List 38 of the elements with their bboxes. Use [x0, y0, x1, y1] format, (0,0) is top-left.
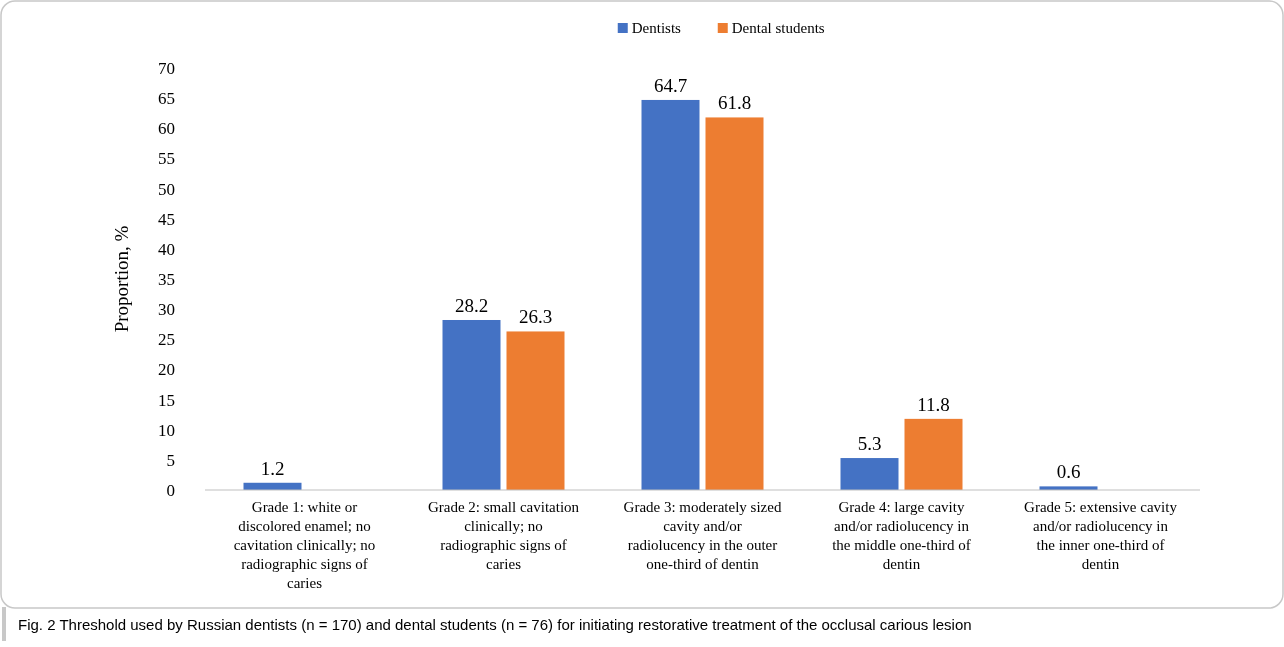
bar	[705, 117, 764, 490]
y-tick-label: 60	[158, 119, 175, 139]
y-tick-label: 55	[158, 149, 175, 169]
caption: Fig. 2 Threshold used by Russian dentists (n = 170) and dental students (n = 76) for initiating restorative treatment of the occlusal carious lesion	[18, 616, 972, 633]
y-tick-label: 35	[158, 270, 175, 289]
y-axis-title: Proportion, %	[111, 225, 132, 333]
y-tick-label: 50	[158, 179, 175, 199]
y-tick-label: 0	[166, 481, 175, 500]
y-tick-label: 65	[158, 89, 175, 109]
y-tick-label: 15	[158, 390, 175, 410]
y-tick-label: 10	[158, 420, 175, 440]
data-label: 1.2	[260, 457, 285, 479]
bar	[506, 331, 565, 490]
y-tick-label: 5	[166, 450, 175, 470]
data-label: 26.3	[518, 306, 553, 328]
x-tick-label: Grade 5: extensive cavity and/or radiolucency in the inner one-third of dentin	[1024, 499, 1178, 572]
bar	[442, 319, 501, 490]
x-tick-label: Grade 4: large cavity and/or radiolucency in the middle one-third of dentin	[832, 499, 971, 572]
x-tick-label: Grade 3: moderately sized cavity and/or radiolucency in the outer one-third of dentin	[623, 499, 782, 572]
bar	[904, 418, 963, 490]
y-tick-label: 40	[158, 239, 175, 259]
x-tick-label: Grade 2: small cavitation clinically; no radiographic signs of caries	[427, 499, 580, 572]
y-tick-label: 45	[158, 209, 175, 229]
y-tick-label: 30	[158, 300, 175, 320]
bar	[840, 458, 899, 490]
data-label: 64.7	[653, 74, 688, 96]
data-label: 5.3	[857, 433, 882, 455]
legend-label: Dental students	[731, 20, 825, 36]
y-tick-label: 25	[158, 330, 175, 350]
data-label: 0.6	[1056, 461, 1081, 483]
y-tick-label: 20	[158, 360, 175, 380]
data-label: 11.8	[917, 393, 950, 415]
legend-label: Dentists	[631, 20, 682, 36]
bar	[641, 99, 700, 490]
data-label: 28.2	[454, 294, 489, 316]
x-tick-label: Grade 1: white or discolored enamel; no cavitation clinically; no radiographic signs of caries	[233, 499, 376, 591]
data-label: 61.8	[717, 92, 752, 114]
y-tick-label: 70	[158, 59, 175, 78]
